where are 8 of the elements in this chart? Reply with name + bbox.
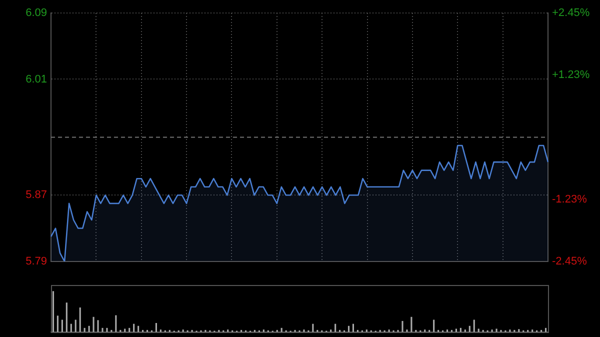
- y-tick-label: 6.09: [26, 7, 47, 20]
- y-tick-label: 5.87: [26, 189, 47, 202]
- y2-tick-label: +1.23%: [552, 68, 590, 81]
- y-tick-label: 5.79: [26, 255, 47, 268]
- y-tick-label: 6.01: [26, 73, 47, 86]
- y2-tick-label: +2.45%: [552, 7, 590, 20]
- y2-tick-label: -1.23%: [552, 194, 588, 206]
- y2-tick-label: -2.45%: [552, 255, 588, 268]
